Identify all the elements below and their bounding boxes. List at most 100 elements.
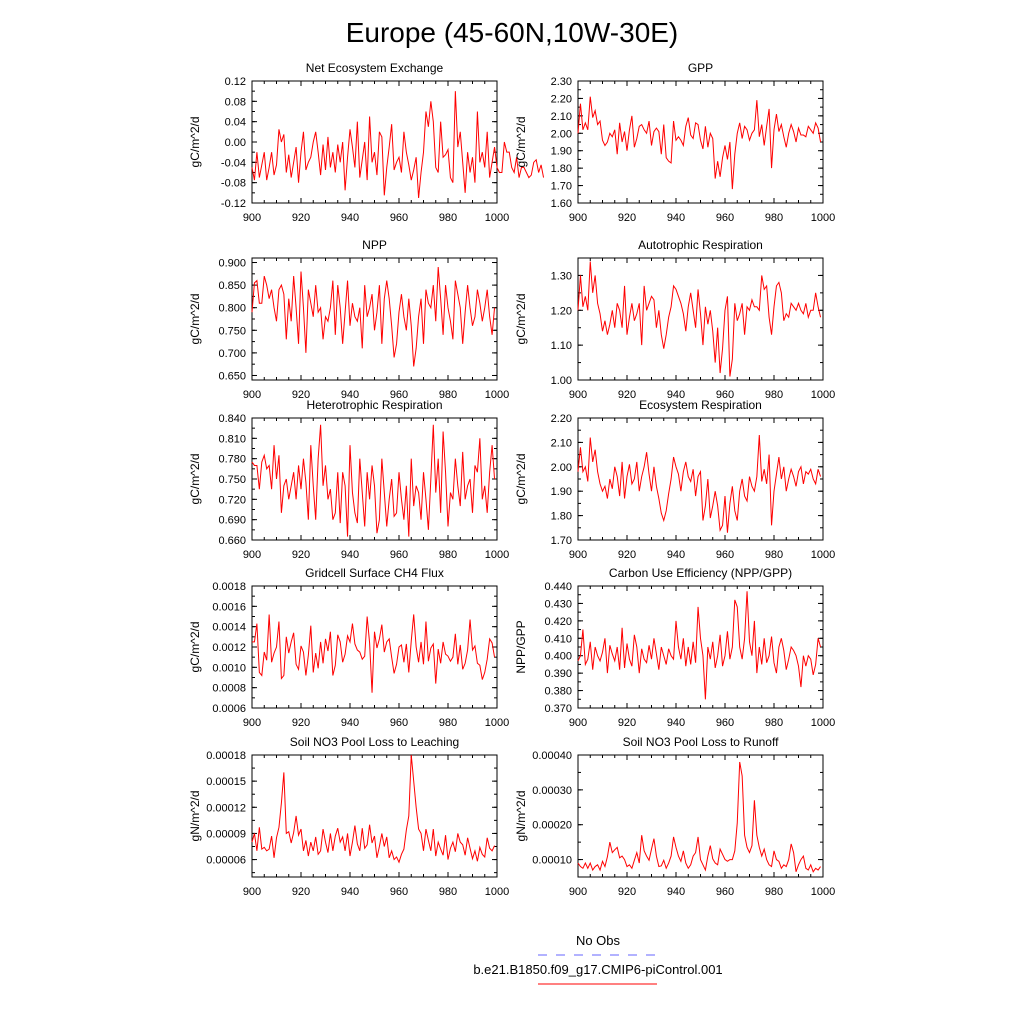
x-tick-label: 920 xyxy=(618,389,636,401)
y-tick-label: 0.440 xyxy=(544,581,572,593)
x-tick-label: 940 xyxy=(341,549,359,561)
x-tick-label: 980 xyxy=(439,212,457,224)
plot-frame xyxy=(251,80,498,204)
x-tick-label: 940 xyxy=(341,717,359,729)
x-tick-label: 900 xyxy=(569,212,587,224)
y-tick-label: 2.10 xyxy=(551,437,572,449)
series-line xyxy=(577,261,822,377)
y-tick-label: 1.70 xyxy=(551,181,572,193)
x-tick-label: 960 xyxy=(390,212,408,224)
y-tick-label: 0.390 xyxy=(544,668,572,680)
x-tick-label: 1000 xyxy=(485,549,509,561)
y-tick-label: 0.690 xyxy=(218,515,246,527)
x-tick-label: 940 xyxy=(341,389,359,401)
y-axis-label: gC/m^2/d xyxy=(188,117,202,168)
x-tick-label: 900 xyxy=(569,886,587,898)
panel-title: Carbon Use Efficiency (NPP/GPP) xyxy=(609,566,792,580)
y-tick-label: 0.430 xyxy=(544,598,572,610)
panel-title: Heterotrophic Respiration xyxy=(306,398,442,412)
x-tick-label: 980 xyxy=(765,549,783,561)
panel-1: Net Ecosystem Exchange gC/m^2/d 900 920 940 9… xyxy=(188,61,545,224)
y-axis-label: gN/m^2/d xyxy=(514,791,528,842)
x-tick-label: 900 xyxy=(569,717,587,729)
x-tick-label: 960 xyxy=(716,389,734,401)
x-tick-label: 1000 xyxy=(811,549,835,561)
y-tick-label: 0.08 xyxy=(225,96,246,108)
y-tick-label: 0.00015 xyxy=(206,776,246,788)
y-tick-label: -0.12 xyxy=(221,198,246,210)
y-tick-label: 2.20 xyxy=(551,93,572,105)
x-tick-label: 900 xyxy=(243,886,261,898)
x-tick-label: 980 xyxy=(765,212,783,224)
figure-title: Europe (45-60N,10W-30E) xyxy=(346,17,679,48)
x-tick-label: 900 xyxy=(569,389,587,401)
y-tick-label: 0.380 xyxy=(544,686,572,698)
y-tick-label: 0.750 xyxy=(218,474,246,486)
x-tick-label: 960 xyxy=(390,717,408,729)
legend: No Obs b.e21.B1850.f09_g17.CMIP6-piContr… xyxy=(473,933,723,985)
x-tick-label: 980 xyxy=(765,717,783,729)
x-tick-label: 940 xyxy=(667,886,685,898)
y-tick-label: 0.00010 xyxy=(532,855,572,867)
y-tick-label: 2.20 xyxy=(551,413,572,425)
panel-5: Heterotrophic Respiration gC/m^2/d 900 920 9… xyxy=(188,398,509,561)
panel-title: GPP xyxy=(688,61,713,75)
y-tick-label: 0.0006 xyxy=(212,703,246,715)
x-tick-label: 980 xyxy=(765,389,783,401)
panel-title: Net Ecosystem Exchange xyxy=(306,61,444,75)
y-axis-label: gC/m^2/d xyxy=(514,117,528,168)
panel-10: Soil NO3 Pool Loss to Runoff gN/m^2/d 900 9… xyxy=(514,735,835,898)
y-tick-label: 1.80 xyxy=(551,511,572,523)
x-tick-label: 1000 xyxy=(811,886,835,898)
y-tick-label: 0.00012 xyxy=(206,802,246,814)
x-tick-label: 920 xyxy=(292,389,310,401)
y-axis-label: gC/m^2/d xyxy=(188,454,202,505)
y-tick-label: 0.410 xyxy=(544,633,572,645)
x-tick-label: 920 xyxy=(292,717,310,729)
y-tick-label: 0.660 xyxy=(218,535,246,547)
x-tick-label: 1000 xyxy=(485,212,509,224)
x-tick-label: 980 xyxy=(765,886,783,898)
y-tick-label: 0.400 xyxy=(544,651,572,663)
y-tick-label: 0.810 xyxy=(218,433,246,445)
legend-label-no-obs: No Obs xyxy=(576,933,621,948)
y-tick-label: 0.0014 xyxy=(212,622,246,634)
panel-9: Soil NO3 Pool Loss to Leaching gN/m^2/d 90… xyxy=(188,735,509,898)
y-tick-label: 0.650 xyxy=(218,370,246,382)
y-tick-label: 0.0010 xyxy=(212,662,246,674)
y-tick-label: 0.00006 xyxy=(206,855,246,867)
y-axis-label: NPP/GPP xyxy=(514,620,528,673)
y-tick-label: 0.370 xyxy=(544,703,572,715)
x-tick-label: 980 xyxy=(439,549,457,561)
x-tick-label: 940 xyxy=(667,549,685,561)
x-tick-label: 920 xyxy=(292,886,310,898)
series-line xyxy=(251,424,496,537)
x-tick-label: 1000 xyxy=(485,717,509,729)
y-tick-label: 0.780 xyxy=(218,454,246,466)
y-axis-label: gC/m^2/d xyxy=(188,622,202,673)
x-tick-label: 960 xyxy=(716,886,734,898)
y-tick-label: 1.30 xyxy=(551,270,572,282)
x-tick-label: 940 xyxy=(341,212,359,224)
y-tick-label: 1.90 xyxy=(551,486,572,498)
panels: Net Ecosystem Exchange gC/m^2/d 900 920 940 9… xyxy=(188,61,835,898)
y-tick-label: 0.700 xyxy=(218,348,246,360)
x-tick-label: 1000 xyxy=(811,717,835,729)
x-tick-label: 960 xyxy=(716,717,734,729)
series-line xyxy=(577,96,822,190)
series-line xyxy=(577,435,822,533)
x-tick-label: 940 xyxy=(341,886,359,898)
x-tick-label: 1000 xyxy=(811,389,835,401)
panel-8: Carbon Use Efficiency (NPP/GPP) NPP/GPP 90… xyxy=(514,566,835,729)
x-tick-label: 900 xyxy=(243,212,261,224)
panel-title: Ecosystem Respiration xyxy=(639,398,762,412)
series-line xyxy=(251,267,496,367)
plot-frame xyxy=(577,585,824,709)
y-tick-label: 1.00 xyxy=(551,375,572,387)
y-tick-label: 1.80 xyxy=(551,163,572,175)
y-tick-label: 0.850 xyxy=(218,280,246,292)
y-axis-label: gC/m^2/d xyxy=(188,294,202,345)
panel-6: Ecosystem Respiration gC/m^2/d 900 920 940 96… xyxy=(514,398,835,561)
x-tick-label: 900 xyxy=(243,717,261,729)
